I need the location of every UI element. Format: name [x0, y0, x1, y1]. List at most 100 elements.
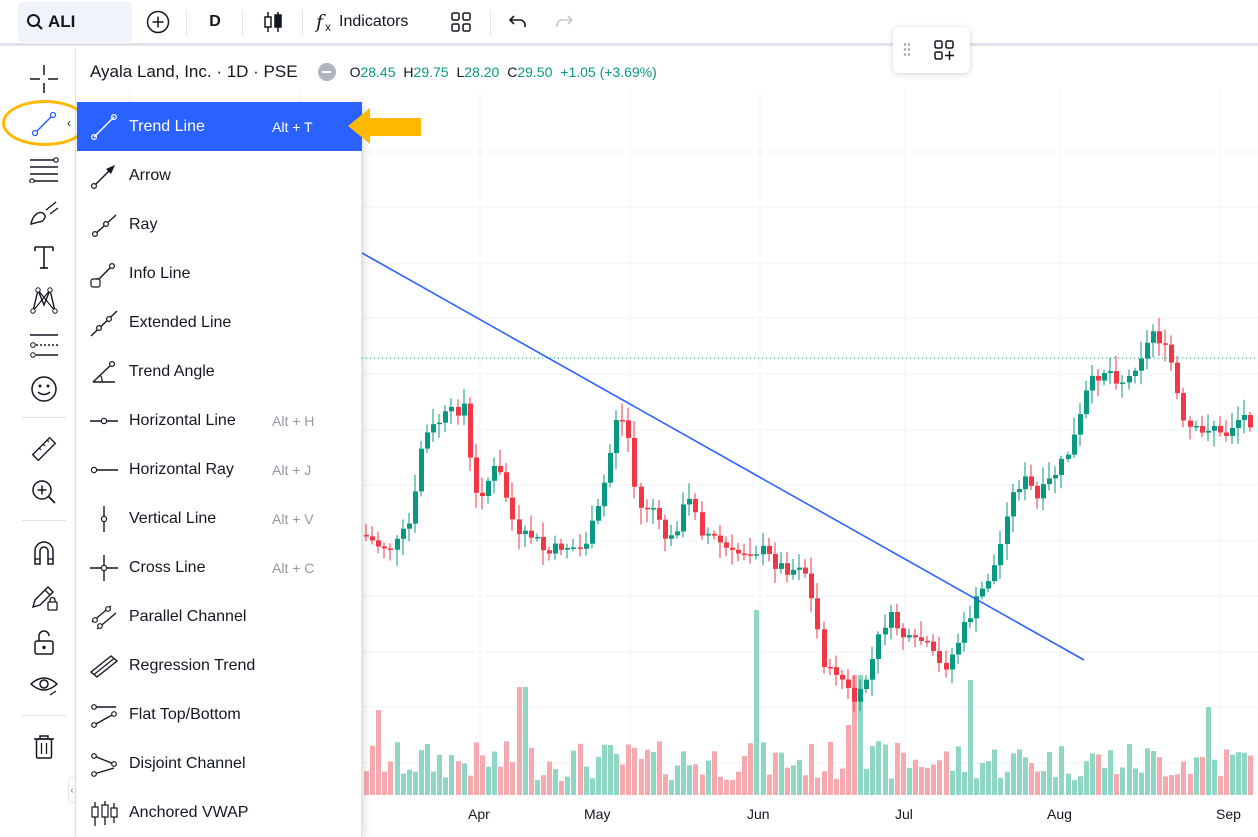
- candle: [1096, 368, 1101, 396]
- volume-bar: [1139, 772, 1144, 795]
- menu-item-anchored-vwap[interactable]: Anchored VWAP: [77, 788, 362, 837]
- symbol-title[interactable]: Ayala Land, Inc. · 1D · PSE: [90, 62, 298, 81]
- time-axis[interactable]: Apr May Jun Jul Aug Sep: [362, 800, 1258, 837]
- candle-body: [1248, 415, 1253, 428]
- trash-icon: [34, 735, 54, 759]
- candle-body: [669, 535, 674, 539]
- text-tool[interactable]: [24, 239, 64, 275]
- forecast-tool[interactable]: [24, 327, 64, 363]
- zoom-in-tool[interactable]: [24, 474, 64, 510]
- hide-drawings-tool[interactable]: [24, 667, 64, 703]
- volume-bar: [620, 764, 625, 795]
- volume-bar: [925, 767, 930, 795]
- redo-button[interactable]: [550, 0, 578, 44]
- candle: [754, 545, 759, 560]
- candle-body: [510, 497, 515, 520]
- menu-item-cross-line[interactable]: Cross Line Alt + C: [77, 543, 362, 592]
- low-value: 28.20: [464, 64, 500, 80]
- menu-item-ray[interactable]: Ray: [77, 200, 362, 249]
- menu-item-trend-line[interactable]: Trend Line Alt + T: [77, 102, 362, 151]
- candle-body: [950, 654, 955, 670]
- menu-item-horizontal-line[interactable]: Horizontal Line Alt + H: [77, 396, 362, 445]
- undo-button[interactable]: [504, 0, 532, 44]
- drag-handle-icon[interactable]: [903, 42, 911, 58]
- volume-bar: [1248, 755, 1253, 795]
- candle: [529, 515, 534, 544]
- candle: [767, 537, 772, 562]
- chevron-left-icon: ‹: [70, 784, 74, 796]
- candle: [895, 603, 900, 636]
- candle: [388, 543, 393, 561]
- toolbar-divider: [22, 715, 66, 716]
- volume-bar: [504, 741, 509, 795]
- plus-circle-icon: [146, 10, 170, 34]
- volume-bar: [950, 770, 955, 795]
- candle: [651, 498, 656, 525]
- candle: [626, 407, 631, 452]
- candle: [364, 524, 369, 541]
- menu-item-vertical-line[interactable]: Vertical Line Alt + V: [77, 494, 362, 543]
- menu-item-label: Parallel Channel: [129, 607, 247, 625]
- candle-body: [1072, 434, 1077, 455]
- candle-body: [883, 627, 888, 635]
- lock-drawings-tool[interactable]: [24, 580, 64, 616]
- menu-item-regression-trend[interactable]: Regression Trend: [77, 641, 362, 690]
- volume-bar: [791, 765, 796, 795]
- candle-body: [431, 424, 436, 433]
- pattern-tool[interactable]: [24, 282, 64, 318]
- symbol-search-button[interactable]: ALI: [18, 2, 132, 42]
- menu-item-flat-top-bottom[interactable]: Flat Top/Bottom: [77, 690, 362, 739]
- menu-item-info-line[interactable]: Info Line: [77, 249, 362, 298]
- legend-toggle-button[interactable]: [317, 63, 336, 81]
- volume-bar: [529, 747, 534, 795]
- candle: [1151, 324, 1156, 358]
- candle-body: [1157, 331, 1162, 344]
- menu-item-horizontal-ray[interactable]: Horizontal Ray Alt + J: [77, 445, 362, 494]
- toolbar-divider: [22, 520, 66, 521]
- candle-body: [1005, 516, 1010, 544]
- ray-icon: [89, 211, 119, 239]
- menu-item-extended-line[interactable]: Extended Line: [77, 298, 362, 347]
- brush-tool[interactable]: [24, 196, 64, 232]
- candle: [931, 634, 936, 656]
- eye-icon: [29, 677, 59, 696]
- fib-tool[interactable]: [24, 151, 64, 187]
- minus-icon: [322, 71, 332, 73]
- candle-body: [693, 498, 698, 513]
- candle: [1188, 416, 1193, 440]
- magnet-tool[interactable]: [24, 535, 64, 571]
- menu-item-disjoint-channel[interactable]: Disjoint Channel: [77, 739, 362, 788]
- icons-tool[interactable]: [24, 371, 64, 407]
- expand-tools-button[interactable]: ‹: [62, 113, 76, 133]
- candle-body: [809, 573, 814, 599]
- candle: [779, 552, 784, 574]
- collapse-toolbar-button[interactable]: ‹: [68, 777, 76, 803]
- candle: [1011, 483, 1016, 533]
- parallel-channel-icon: [89, 603, 119, 631]
- candle: [419, 441, 424, 497]
- candle-body: [1029, 476, 1034, 486]
- chart-type-button[interactable]: [258, 0, 288, 44]
- candle-body: [858, 689, 863, 702]
- crosshair-tool[interactable]: [24, 61, 64, 97]
- volume-bar: [425, 744, 430, 795]
- drawn-trend-line[interactable]: [361, 252, 1085, 661]
- layouts-button[interactable]: [446, 0, 476, 44]
- volume-bar: [614, 753, 619, 795]
- shortcut-hint: Alt + T: [272, 118, 313, 135]
- menu-item-trend-angle[interactable]: Trend Angle: [77, 347, 362, 396]
- function-x-icon: x: [325, 20, 332, 34]
- lock-all-tool[interactable]: [24, 624, 64, 660]
- candle-body: [1139, 358, 1144, 371]
- remove-drawings-tool[interactable]: [24, 729, 64, 765]
- compare-symbol-button[interactable]: [142, 0, 174, 44]
- volume-bar: [431, 771, 436, 795]
- menu-item-parallel-channel[interactable]: Parallel Channel: [77, 592, 362, 641]
- interval-button[interactable]: D: [209, 13, 221, 30]
- measure-tool[interactable]: [24, 431, 64, 467]
- menu-item-arrow[interactable]: Arrow: [77, 151, 362, 200]
- time-axis-label: Aug: [1047, 806, 1072, 822]
- add-widget-button[interactable]: [933, 39, 955, 61]
- candle: [480, 477, 485, 510]
